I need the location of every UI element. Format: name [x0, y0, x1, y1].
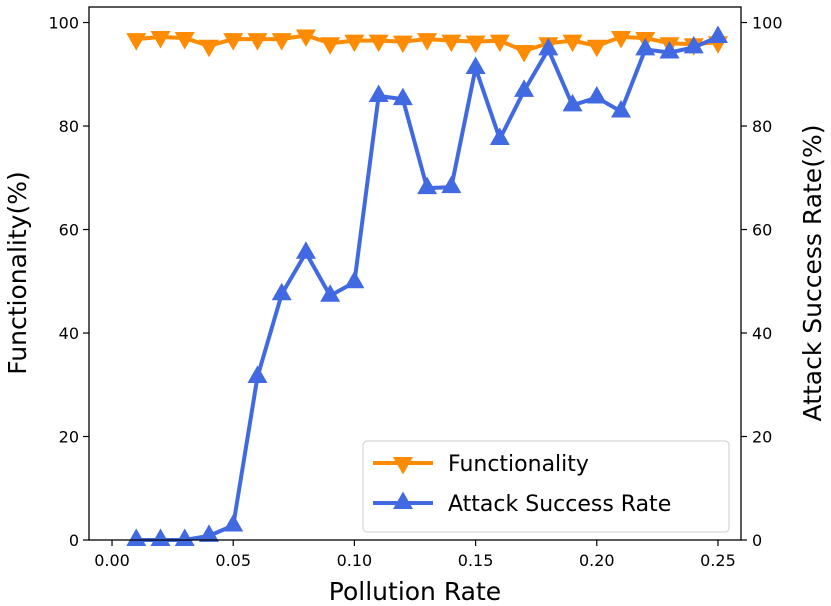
legend-item-attack-success-rate: Attack Success Rate — [373, 491, 671, 517]
data-point-attack-success-rate — [247, 365, 268, 383]
data-point-attack-success-rate — [417, 176, 438, 195]
data-point-functionality — [465, 35, 486, 54]
data-point-functionality — [562, 34, 583, 53]
data-point-functionality — [611, 31, 632, 49]
x-tick-label: 0.20 — [579, 551, 615, 570]
data-point-attack-success-rate — [126, 528, 147, 546]
legend: Functionality Attack Success Rate — [362, 440, 730, 533]
data-point-attack-success-rate — [514, 79, 535, 97]
data-point-attack-success-rate — [659, 41, 680, 59]
data-point-attack-success-rate — [295, 241, 316, 259]
data-point-functionality — [150, 31, 171, 49]
data-point-functionality — [295, 29, 316, 47]
left-y-tick-label: 0 — [69, 531, 79, 550]
data-point-functionality — [344, 34, 365, 53]
left-y-tick-label: 20 — [59, 428, 79, 447]
data-point-attack-success-rate — [368, 84, 389, 103]
series-layer — [126, 25, 728, 546]
data-point-attack-success-rate — [344, 270, 365, 289]
data-point-attack-success-rate — [198, 524, 219, 542]
data-point-attack-success-rate — [683, 35, 704, 54]
left-y-axis-title: Functionality(%) — [3, 171, 32, 374]
x-tick-label: 0.05 — [215, 551, 251, 570]
x-tick-label: 0.15 — [458, 551, 494, 570]
legend-functionality-label: Functionality — [448, 452, 589, 477]
legend-box — [362, 440, 730, 533]
tick-layer: 0.00 0.05 0.10 0.15 0.20 0.25 0 0 20 20 40 40 60 60 80… — [48, 14, 782, 570]
data-point-attack-success-rate — [707, 25, 728, 44]
right-y-tick-label: 0 — [752, 531, 762, 550]
data-point-attack-success-rate — [489, 127, 510, 145]
data-point-attack-success-rate — [150, 528, 171, 546]
data-point-attack-success-rate — [611, 100, 632, 118]
data-point-functionality — [174, 32, 195, 50]
data-point-attack-success-rate — [223, 514, 244, 532]
data-point-attack-success-rate — [538, 37, 559, 56]
data-point-attack-success-rate — [465, 56, 486, 75]
data-point-functionality — [271, 33, 292, 51]
data-point-functionality — [417, 33, 438, 51]
legend-attack-success-rate-marker — [393, 491, 413, 509]
x-axis-title: Pollution Rate — [329, 577, 501, 606]
data-point-attack-success-rate — [586, 86, 607, 104]
data-point-attack-success-rate — [271, 282, 292, 301]
right-y-tick-label: 80 — [752, 117, 772, 136]
data-point-functionality — [441, 34, 462, 53]
data-point-functionality — [514, 44, 535, 63]
left-y-tick-label: 100 — [48, 14, 79, 33]
data-point-functionality — [368, 34, 389, 53]
right-y-tick-label: 60 — [752, 221, 772, 240]
data-point-attack-success-rate — [562, 93, 583, 112]
x-tick-label: 0.25 — [700, 551, 736, 570]
data-point-functionality — [320, 37, 341, 55]
x-tick-label: 0.00 — [94, 551, 130, 570]
left-y-tick-label: 40 — [59, 324, 79, 343]
data-point-functionality — [247, 33, 268, 51]
data-point-functionality — [223, 33, 244, 51]
left-y-tick-label: 80 — [59, 117, 79, 136]
legend-attack-success-rate-label: Attack Success Rate — [448, 492, 671, 517]
legend-item-functionality: Functionality — [373, 452, 589, 477]
data-point-functionality — [489, 34, 510, 53]
data-point-attack-success-rate — [441, 175, 462, 194]
data-point-attack-success-rate — [635, 37, 656, 56]
plot-area-frame — [88, 6, 742, 541]
data-point-functionality — [198, 39, 219, 58]
data-point-attack-success-rate — [392, 87, 413, 106]
right-y-axis-title: Attack Success Rate(%) — [798, 125, 827, 422]
right-y-tick-label: 100 — [752, 14, 783, 33]
legend-functionality-marker — [393, 457, 413, 475]
data-point-functionality — [586, 39, 607, 58]
data-point-attack-success-rate — [174, 528, 195, 546]
left-y-tick-label: 60 — [59, 221, 79, 240]
x-tick-label: 0.10 — [337, 551, 373, 570]
right-y-tick-label: 20 — [752, 428, 772, 447]
right-y-tick-label: 40 — [752, 324, 772, 343]
data-point-functionality — [392, 35, 413, 54]
data-point-functionality — [126, 33, 147, 51]
data-point-attack-success-rate — [320, 284, 341, 302]
